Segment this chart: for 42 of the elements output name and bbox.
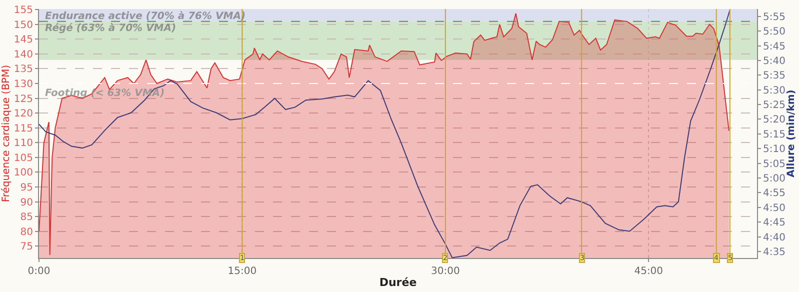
y2-tick-label: 5:00 (763, 174, 786, 185)
y-tick-label: 110 (14, 138, 33, 150)
y-tick-label: 115 (14, 123, 33, 134)
y2-tick-label: 5:10 (763, 144, 786, 156)
y2-tick-label: 5:55 (763, 12, 786, 23)
y-tick-label: 125 (14, 94, 33, 105)
y2-tick-label: 5:20 (763, 114, 786, 126)
y-tick-label: 85 (20, 212, 33, 224)
y2-tick-label: 4:45 (763, 218, 786, 229)
x-tick-label: 0:00 (28, 266, 50, 277)
y-tick-label: 75 (20, 242, 33, 253)
y-tick-label: 145 (14, 34, 33, 46)
y-tick-label: 140 (14, 49, 33, 60)
y-axis-title: Fréquence cardiaque (BPM) (0, 64, 12, 202)
x-tick-label: 30:00 (431, 266, 460, 277)
y2-tick-label: 4:50 (763, 202, 786, 214)
x-tick-label: 15:00 (228, 266, 257, 277)
y2-tick-label: 5:50 (763, 26, 786, 38)
y2-tick-label: 5:25 (763, 100, 786, 112)
y2-axis-title: Allure (min/km) (786, 90, 797, 178)
y-tick-label: 120 (14, 108, 33, 120)
y2-tick-label: 5:35 (763, 70, 786, 82)
y-tick-label: 90 (20, 197, 33, 208)
x-tick-label: 45:00 (634, 266, 664, 277)
band-label: Régé (63% à 70% VMA) (45, 23, 176, 34)
y2-tick-label: 5:30 (763, 85, 786, 96)
y-tick-label: 80 (20, 226, 33, 238)
y-tick-label: 150 (14, 20, 33, 31)
y2-tick-label: 5:40 (763, 56, 786, 67)
x-axis-title: Durée (379, 276, 417, 290)
y2-tick-label: 5:05 (763, 158, 786, 170)
y-tick-label: 105 (14, 152, 33, 164)
y-tick-label: 100 (14, 168, 33, 179)
y2-tick-label: 4:40 (763, 232, 786, 244)
y-tick-label: 95 (20, 182, 33, 194)
y-tick-label: 155 (14, 5, 33, 16)
y-tick-label: 130 (14, 79, 33, 90)
y2-tick-label: 4:35 (763, 247, 786, 258)
y2-tick-label: 5:45 (763, 41, 786, 52)
y-tick-label: 135 (14, 64, 33, 76)
y2-tick-label: 4:55 (763, 188, 786, 200)
y2-tick-label: 5:15 (763, 129, 786, 140)
